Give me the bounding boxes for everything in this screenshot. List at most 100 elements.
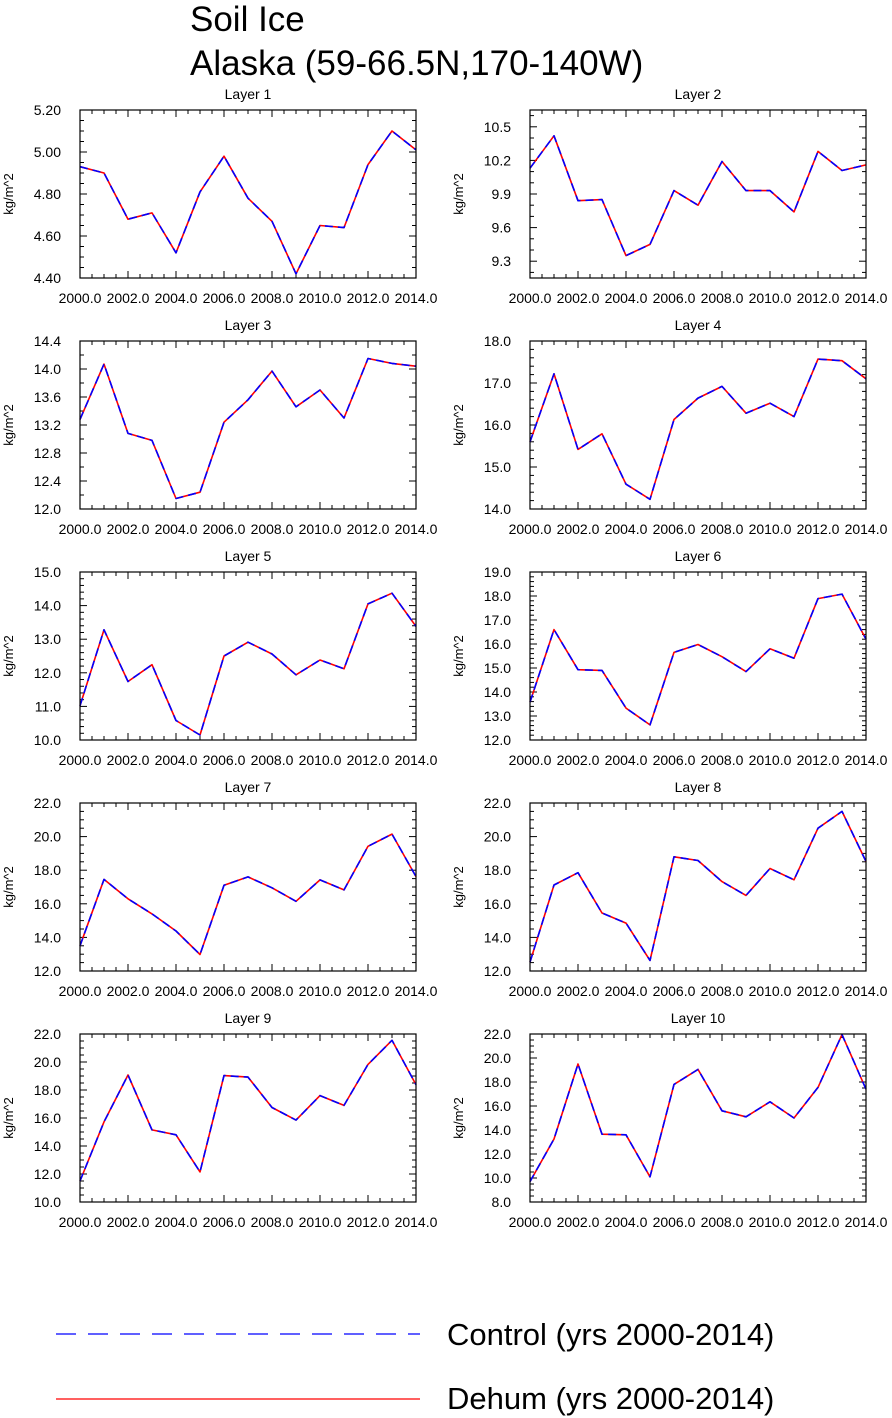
x-tick-label: 2002.0	[107, 290, 150, 306]
x-tick-label: 2012.0	[347, 1214, 390, 1230]
y-axis-label: kg/m^2	[451, 635, 466, 677]
y-tick-label: 14.0	[34, 361, 61, 377]
y-tick-label: 12.8	[34, 445, 61, 461]
y-axis-label: kg/m^2	[1, 173, 16, 215]
y-tick-label: 5.20	[34, 102, 61, 118]
x-tick-label: 2000.0	[509, 290, 552, 306]
x-tick-label: 2000.0	[59, 983, 102, 999]
y-axis-label: kg/m^2	[451, 173, 466, 215]
x-tick-label: 2014.0	[845, 290, 888, 306]
x-tick-label: 2006.0	[203, 983, 246, 999]
x-tick-label: 2002.0	[107, 521, 150, 537]
y-tick-label: 9.6	[492, 220, 512, 236]
y-tick-label: 15.0	[34, 564, 61, 580]
x-tick-label: 2008.0	[251, 752, 294, 768]
y-tick-label: 22.0	[484, 1026, 511, 1042]
series-control-line	[529, 1033, 867, 1182]
x-tick-label: 2010.0	[749, 983, 792, 999]
x-tick-label: 2008.0	[251, 983, 294, 999]
x-tick-label: 2006.0	[653, 290, 696, 306]
series-control-line	[529, 593, 867, 726]
series-dehum-line	[529, 135, 867, 257]
x-tick-label: 2006.0	[203, 1214, 246, 1230]
x-tick-label: 2014.0	[395, 521, 438, 537]
y-tick-label: 18.0	[484, 862, 511, 878]
panel-title: Layer 9	[225, 1010, 272, 1026]
y-axis-label: kg/m^2	[1, 1097, 16, 1139]
x-tick-label: 2006.0	[653, 1214, 696, 1230]
x-tick-label: 2004.0	[605, 752, 648, 768]
x-tick-label: 2008.0	[701, 983, 744, 999]
panel-title: Layer 10	[671, 1010, 726, 1026]
y-tick-label: 14.0	[484, 501, 511, 517]
panel-title: Layer 4	[675, 317, 722, 333]
y-tick-label: 16.0	[484, 636, 511, 652]
y-tick-label: 17.0	[484, 612, 511, 628]
panel-7: Layer 7 kg/m^2 2000.0 2002.0 2004.0 2006.0 200…	[1, 779, 438, 999]
series-control-line	[79, 833, 417, 956]
y-tick-label: 20.0	[34, 829, 61, 845]
panel-title: Layer 5	[225, 548, 272, 564]
x-tick-label: 2014.0	[395, 290, 438, 306]
x-tick-label: 2014.0	[845, 1214, 888, 1230]
x-tick-label: 2014.0	[845, 521, 888, 537]
x-tick-label: 2004.0	[605, 521, 648, 537]
y-tick-label: 12.0	[34, 1166, 61, 1182]
x-tick-label: 2012.0	[347, 752, 390, 768]
y-tick-label: 12.0	[34, 665, 61, 681]
x-tick-label: 2000.0	[509, 983, 552, 999]
x-tick-label: 2006.0	[653, 983, 696, 999]
x-tick-label: 2008.0	[701, 290, 744, 306]
y-tick-label: 16.0	[34, 1110, 61, 1126]
x-tick-label: 2014.0	[395, 752, 438, 768]
y-tick-label: 10.5	[484, 119, 511, 135]
panel-6: Layer 6 kg/m^2 2000.0 2002.0 2004.0 2006.0 200…	[451, 548, 888, 768]
y-tick-label: 14.0	[484, 929, 511, 945]
y-tick-label: 20.0	[484, 1050, 511, 1066]
panel-4: Layer 4 kg/m^2 2000.0 2002.0 2004.0 2006.0 200…	[451, 317, 888, 537]
series-control-line	[79, 357, 417, 500]
x-tick-label: 2002.0	[107, 983, 150, 999]
x-tick-label: 2004.0	[155, 1214, 198, 1230]
x-tick-label: 2012.0	[347, 290, 390, 306]
figure-title: Soil Ice	[190, 0, 305, 39]
x-tick-label: 2006.0	[653, 521, 696, 537]
y-tick-label: 4.80	[34, 186, 61, 202]
series-dehum-line	[529, 593, 867, 726]
y-tick-label: 4.60	[34, 228, 61, 244]
x-tick-label: 2000.0	[509, 1214, 552, 1230]
x-tick-label: 2004.0	[605, 1214, 648, 1230]
x-tick-label: 2008.0	[251, 1214, 294, 1230]
x-tick-label: 2000.0	[59, 1214, 102, 1230]
y-tick-label: 14.4	[34, 333, 61, 349]
x-tick-label: 2002.0	[557, 521, 600, 537]
plot-frame	[529, 571, 867, 741]
x-tick-label: 2004.0	[155, 752, 198, 768]
x-tick-label: 2010.0	[299, 1214, 342, 1230]
panel-1: Layer 1 kg/m^2 2000.0 2002.0 2004.0 2006.0 200…	[1, 86, 438, 306]
x-tick-label: 2004.0	[155, 290, 198, 306]
series-dehum-line	[79, 1039, 417, 1182]
y-tick-label: 18.0	[484, 333, 511, 349]
y-tick-label: 19.0	[484, 564, 511, 580]
y-axis-label: kg/m^2	[1, 635, 16, 677]
panel-2: Layer 2 kg/m^2 2000.0 2002.0 2004.0 2006.0 200…	[451, 86, 888, 306]
y-tick-label: 16.0	[484, 417, 511, 433]
x-tick-label: 2010.0	[299, 290, 342, 306]
x-tick-label: 2012.0	[797, 983, 840, 999]
y-tick-label: 12.0	[484, 732, 511, 748]
y-tick-label: 18.0	[34, 1082, 61, 1098]
x-tick-label: 2008.0	[251, 290, 294, 306]
series-dehum-line	[529, 358, 867, 501]
x-tick-label: 2006.0	[203, 521, 246, 537]
plot-frame	[79, 571, 417, 741]
series-dehum-line	[529, 1033, 867, 1182]
x-tick-label: 2000.0	[509, 521, 552, 537]
x-tick-label: 2010.0	[299, 521, 342, 537]
y-tick-label: 16.0	[484, 896, 511, 912]
series-dehum-line	[79, 130, 417, 275]
y-tick-label: 17.0	[484, 375, 511, 391]
plot-frame	[529, 340, 867, 510]
y-tick-label: 15.0	[484, 459, 511, 475]
y-tick-label: 5.00	[34, 144, 61, 160]
